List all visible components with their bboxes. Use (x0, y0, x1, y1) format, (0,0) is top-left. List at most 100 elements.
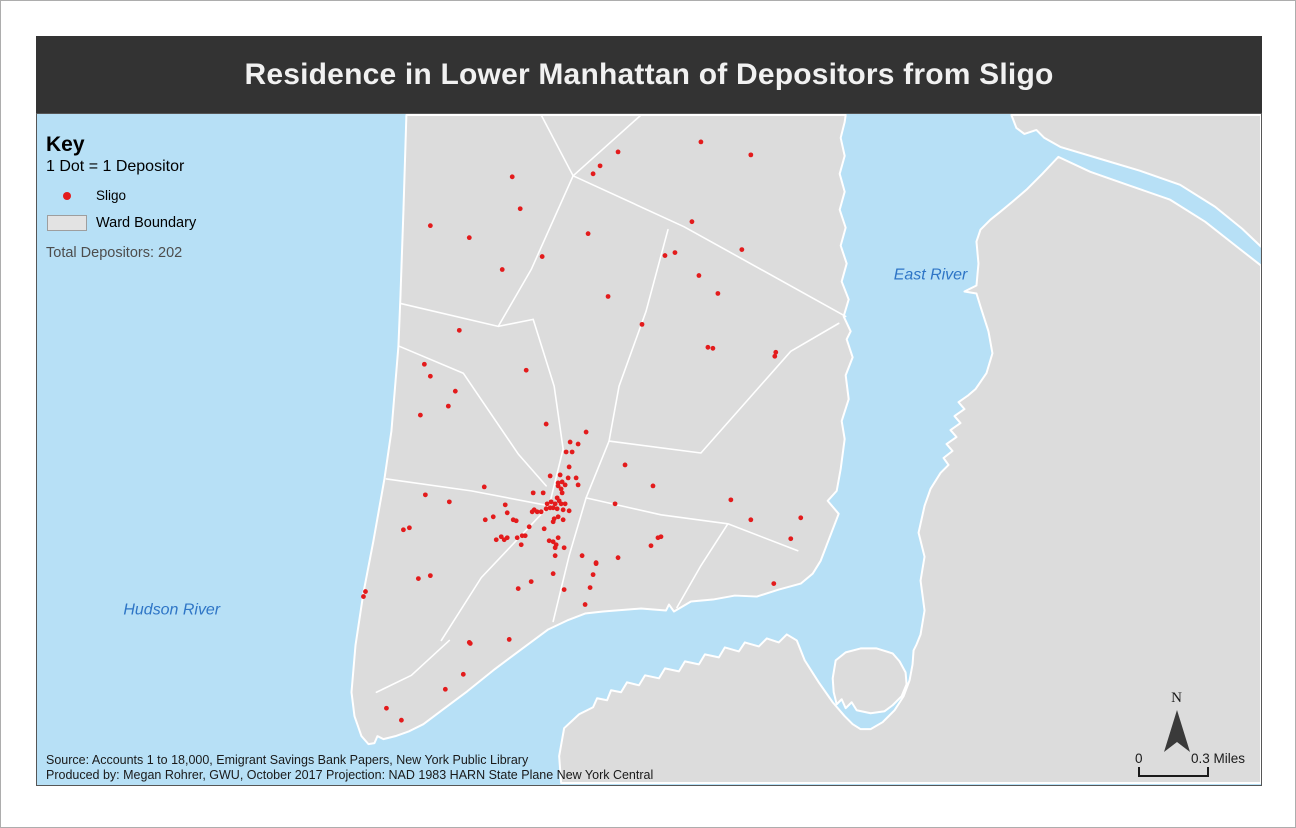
depositor-dot (650, 483, 656, 489)
map-canvas: East River Hudson River (36, 113, 1262, 786)
depositor-dot (590, 572, 596, 578)
depositor-dot (490, 514, 496, 520)
legend-ratio: 1 Dot = 1 Depositor (46, 158, 185, 176)
depositor-dot (639, 321, 645, 327)
depositor-dot (530, 490, 536, 496)
depositor-dot (466, 235, 472, 241)
depositor-dot (481, 484, 487, 490)
queens-landmass (1010, 114, 1261, 248)
depositor-dot (502, 502, 508, 508)
depositor-dot (526, 524, 532, 530)
source-note: Source: Accounts 1 to 18,000, Emigrant S… (46, 753, 653, 783)
depositor-dot (552, 501, 558, 507)
depositor-dot (567, 439, 573, 445)
depositor-dot (422, 492, 428, 498)
depositor-dot (550, 571, 556, 577)
depositor-dot (399, 717, 404, 723)
depositor-dot (798, 515, 804, 521)
depositor-dot (415, 576, 421, 582)
depositor-dot (518, 542, 524, 548)
depositor-dot (563, 449, 569, 455)
depositor-dot (662, 253, 668, 258)
depositor-dot (452, 388, 458, 394)
map-svg: East River Hudson River (37, 114, 1261, 785)
scale-bar-line (1138, 767, 1209, 777)
depositor-dot (546, 538, 552, 544)
depositor-dot (771, 581, 777, 586)
depositor-dot (552, 545, 558, 551)
map-title: Residence in Lower Manhattan of Deposito… (244, 57, 1054, 91)
north-arrow: N (1149, 691, 1204, 754)
depositor-dot (514, 535, 520, 541)
depositor-dot (515, 586, 521, 591)
depositor-dot (560, 507, 566, 513)
depositor-dot (582, 602, 588, 607)
depositor-dot (689, 219, 695, 225)
depositor-dot (658, 534, 664, 540)
depositor-dot (739, 247, 745, 252)
depositor-dot (442, 686, 448, 692)
manhattan-landmass (350, 114, 854, 746)
legend-ward-label: Ward Boundary (96, 215, 197, 232)
depositor-dot (728, 497, 734, 503)
scale-distance-label: 0.3 Miles (1191, 751, 1246, 766)
depositor-dot (605, 294, 611, 299)
depositor-dot (513, 518, 519, 524)
depositor-dot (672, 250, 678, 255)
depositor-dot (517, 206, 523, 212)
depositor-dot (772, 353, 778, 359)
depositor-dot (540, 490, 546, 496)
depositor-dot (523, 367, 529, 373)
depositor-dot (543, 506, 549, 512)
depositor-dot (615, 149, 621, 155)
source-line-2: Produced by: Megan Rohrer, GWU, October … (46, 767, 654, 782)
depositor-dot (561, 587, 567, 592)
depositor-dot (498, 534, 504, 540)
depositor-dot (566, 464, 572, 470)
depositor-dot (698, 139, 704, 145)
depositor-dot (482, 517, 488, 523)
depositor-dot (550, 519, 556, 525)
depositor-dot (493, 537, 499, 543)
depositor-dot (622, 462, 628, 468)
depositor-dot (788, 536, 794, 542)
depositor-dot (543, 421, 549, 427)
depositor-dot (590, 171, 596, 177)
depositor-dot (552, 553, 558, 559)
depositor-dot (562, 482, 568, 488)
depositor-dot (466, 640, 472, 645)
depositor-dot (456, 327, 462, 333)
hudson-river-label: Hudson River (123, 602, 220, 619)
source-line-1: Source: Accounts 1 to 18,000, Emigrant S… (46, 753, 529, 767)
title-bar: Residence in Lower Manhattan of Deposito… (36, 36, 1262, 113)
depositor-dot (561, 545, 567, 551)
depositor-dots (361, 139, 804, 723)
legend-total-depositors: Total Depositors: 202 (46, 245, 183, 262)
depositor-dot (427, 573, 433, 579)
red-dot-icon (63, 191, 71, 200)
depositor-dot (773, 349, 779, 355)
depositor-dot (538, 509, 544, 515)
ward-boundary-swatch-icon (47, 215, 87, 232)
depositor-dot (539, 254, 545, 259)
depositor-dot (427, 373, 433, 379)
depositor-dot (548, 499, 554, 505)
depositor-dot (648, 543, 654, 549)
depositor-dot (597, 163, 603, 169)
north-arrow-label: N (1171, 690, 1182, 706)
depositor-dot (560, 517, 566, 523)
depositor-dot (612, 501, 618, 507)
depositor-dot (417, 412, 423, 418)
scale-bar: 0 0.3 Miles (1129, 751, 1259, 777)
legend-dot-label: Sligo (96, 188, 127, 204)
depositor-dot (710, 345, 716, 351)
depositor-dot (559, 479, 565, 485)
depositor-dot (384, 705, 389, 711)
depositor-dot (562, 501, 568, 507)
depositor-dot (569, 449, 575, 455)
depositor-dot (509, 174, 515, 180)
depositor-dot (557, 472, 563, 478)
depositor-dot (615, 555, 621, 561)
depositor-dot (573, 475, 579, 481)
